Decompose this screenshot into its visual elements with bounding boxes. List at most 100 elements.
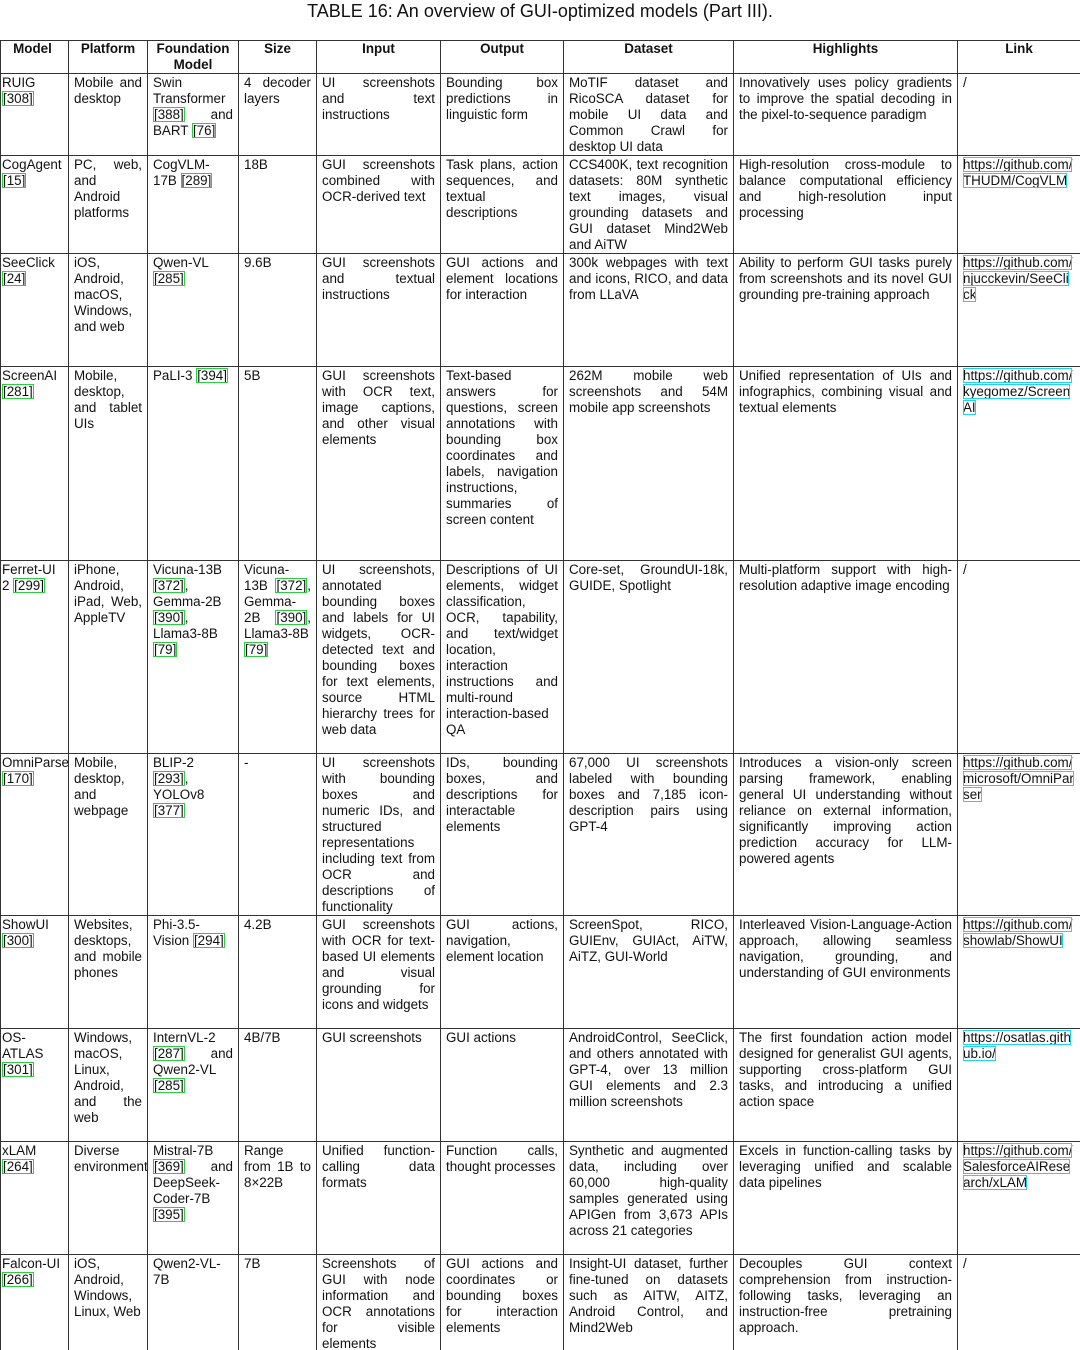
table-row: RUIG [308] Mobile and desktop Swin Transfo…: [0, 73, 1080, 156]
column-header: Size: [238, 40, 317, 74]
header-row: Model Platform Foundation Model Size Input Ou…: [0, 40, 1080, 74]
table-cell: UI screenshots with bounding boxes and n…: [316, 753, 441, 916]
table-cell: CCS400K, text recognition datasets: 80M …: [563, 155, 734, 254]
table-cell: Vicuna-13B [372], Gemma-2B [390], Llama3…: [147, 560, 239, 754]
table-cell: The first foundation action model design…: [733, 1028, 958, 1142]
table-cell: -: [238, 753, 317, 916]
table-cell: Insight-UI dataset, further fine-tuned o…: [563, 1254, 734, 1350]
table-cell: Vicuna-13B [372], Gemma-2B [390], Llama3…: [238, 560, 317, 754]
table-row: Falcon-UI [266] iOS, Android, Windows, Li…: [0, 1254, 1080, 1350]
table-cell: Falcon-UI [266]: [0, 1254, 69, 1350]
table-cell: 67,000 UI screenshots labeled with bound…: [563, 753, 734, 916]
table-cell: GUI screenshots with OCR text, image cap…: [316, 366, 441, 561]
table-cell: ShowUI [300]: [0, 915, 69, 1029]
table-cell: Ferret-UI 2 [299]: [0, 560, 69, 754]
table: Model Platform Foundation Model Size Input Ou…: [0, 40, 1080, 1350]
table-cell: 9.6B: [238, 253, 317, 367]
table-cell: ScreenSpot, RICO, GUIEnv, GUIAct, AiTW, …: [563, 915, 734, 1029]
table-cell: Mobile, desktop, and webpage: [68, 753, 148, 916]
link-cell: https://github.com/showlab/ShowUI: [957, 915, 1080, 1029]
table-cell: AndroidControl, SeeClick, and others ann…: [563, 1028, 734, 1142]
table-cell: GUI actions and element locations for in…: [440, 253, 564, 367]
table-cell: Qwen2-VL-7B: [147, 1254, 239, 1350]
table-cell: CogAgent [15]: [0, 155, 69, 254]
table-cell: High-resolution cross-module to balance …: [733, 155, 958, 254]
table-cell: Text-based answers for questions, screen…: [440, 366, 564, 561]
table-cell: iOS, Android, macOS, Windows, and web: [68, 253, 148, 367]
table-cell: Websites, desktops, and mobile phones: [68, 915, 148, 1029]
link-cell: https://github.com/microsoft/OmniParser: [957, 753, 1080, 916]
table-cell: OmniParser [170]: [0, 753, 69, 916]
table-cell: ScreenAI [281]: [0, 366, 69, 561]
table-cell: 4B/7B: [238, 1028, 317, 1142]
table-cell: Multi-platform support with high-resolut…: [733, 560, 958, 754]
table-cell: Descriptions of UI elements, widget clas…: [440, 560, 564, 754]
link-cell: https://osatlas.github.io/: [957, 1028, 1080, 1142]
column-header: Output: [440, 40, 564, 74]
table-cell: InternVL-2 [287] and Qwen2-VL [285]: [147, 1028, 239, 1142]
table-cell: GUI screenshots and textual instructions: [316, 253, 441, 367]
link-cell: https://github.com/SalesforceAIResearch/…: [957, 1141, 1080, 1255]
table-body: RUIG [308] Mobile and desktop Swin Transfo…: [0, 73, 1080, 1350]
table-cell: Qwen-VL [285]: [147, 253, 239, 367]
table-cell: Screenshots of GUI with node information…: [316, 1254, 441, 1350]
table-cell: MoTIF dataset and RicoSCA dataset for mo…: [563, 73, 734, 156]
table-cell: 300k webpages with text and icons, RICO,…: [563, 253, 734, 367]
table-cell: Phi-3.5-Vision [294]: [147, 915, 239, 1029]
link-cell: /: [957, 73, 1080, 156]
table-cell: CogVLM-17B [289]: [147, 155, 239, 254]
table-title: TABLE 16: An overview of GUI-optimized m…: [307, 1, 773, 21]
table-cell: BLIP-2 [293], YOLOv8 [377]: [147, 753, 239, 916]
link-cell: https://github.com/njucckevin/SeeClick: [957, 253, 1080, 367]
table-cell: 5B: [238, 366, 317, 561]
table-cell: UI screenshots, annotated bounding boxes…: [316, 560, 441, 754]
table-cell: Decouples GUI context comprehension from…: [733, 1254, 958, 1350]
table-row: OS-ATLAS [301] Windows, macOS, Linux, And…: [0, 1028, 1080, 1142]
table-cell: Interleaved Vision-Language-Action appro…: [733, 915, 958, 1029]
table-cell: IDs, bounding boxes, and descriptions fo…: [440, 753, 564, 916]
table-cell: Core-set, GroundUI-18k, GUIDE, Spotlight: [563, 560, 734, 754]
table-row: OmniParser [170] Mobile, desktop, and web…: [0, 753, 1080, 916]
table-cell: 4.2B: [238, 915, 317, 1029]
table-cell: 18B: [238, 155, 317, 254]
link-cell: https://github.com/kyegomez/ScreenAI: [957, 366, 1080, 561]
table-cell: Diverse environments: [68, 1141, 148, 1255]
table-cell: RUIG [308]: [0, 73, 69, 156]
table-cell: Unified representation of UIs and infogr…: [733, 366, 958, 561]
table-cell: Mobile, desktop, and tablet UIs: [68, 366, 148, 561]
table-cell: Function calls, thought processes: [440, 1141, 564, 1255]
table-cell: OS-ATLAS [301]: [0, 1028, 69, 1142]
link-cell: /: [957, 1254, 1080, 1350]
table-cell: iPhone, Android, iPad, Web, AppleTV: [68, 560, 148, 754]
table-cell: Synthetic and augmented data, including …: [563, 1141, 734, 1255]
link-cell: /: [957, 560, 1080, 754]
table-cell: Innovatively uses policy gradients to im…: [733, 73, 958, 156]
table-row: Ferret-UI 2 [299] iPhone, Android, iPad, …: [0, 560, 1080, 754]
column-header: Input: [316, 40, 441, 74]
table-cell: Mobile and desktop: [68, 73, 148, 156]
table-cell: Excels in function-calling tasks by leve…: [733, 1141, 958, 1255]
table-cell: GUI actions and coordinates or bounding …: [440, 1254, 564, 1350]
table-cell: Ability to perform GUI tasks purely from…: [733, 253, 958, 367]
table-cell: Mistral-7B [369] and DeepSeek-Coder-7B […: [147, 1141, 239, 1255]
table-cell: SeeClick [24]: [0, 253, 69, 367]
table-cell: Unified function-calling data formats: [316, 1141, 441, 1255]
table-row: ShowUI [300] Websites, desktops, and mobi…: [0, 915, 1080, 1029]
table-cell: Range from 1B to 8×22B: [238, 1141, 317, 1255]
table-cell: UI screenshots and text instructions: [316, 73, 441, 156]
table-cell: GUI actions: [440, 1028, 564, 1142]
table-row: CogAgent [15] PC, web, and Android platfo…: [0, 155, 1080, 254]
link-cell: https://github.com/THUDM/CogVLM: [957, 155, 1080, 254]
column-header: Link: [957, 40, 1080, 74]
table-cell: iOS, Android, Windows, Linux, Web: [68, 1254, 148, 1350]
column-header: Model: [0, 40, 69, 74]
table-cell: Swin Transformer [388] and BART [76]: [147, 73, 239, 156]
table-cell: PaLI-3 [394]: [147, 366, 239, 561]
table-cell: GUI screenshots combined with OCR-derive…: [316, 155, 441, 254]
table-cell: GUI screenshots: [316, 1028, 441, 1142]
table-cell: xLAM [264]: [0, 1141, 69, 1255]
table-row: SeeClick [24] iOS, Android, macOS, Window…: [0, 253, 1080, 367]
table-cell: Bounding box predictions in linguistic f…: [440, 73, 564, 156]
table-cell: 262M mobile web screenshots and 54M mobi…: [563, 366, 734, 561]
